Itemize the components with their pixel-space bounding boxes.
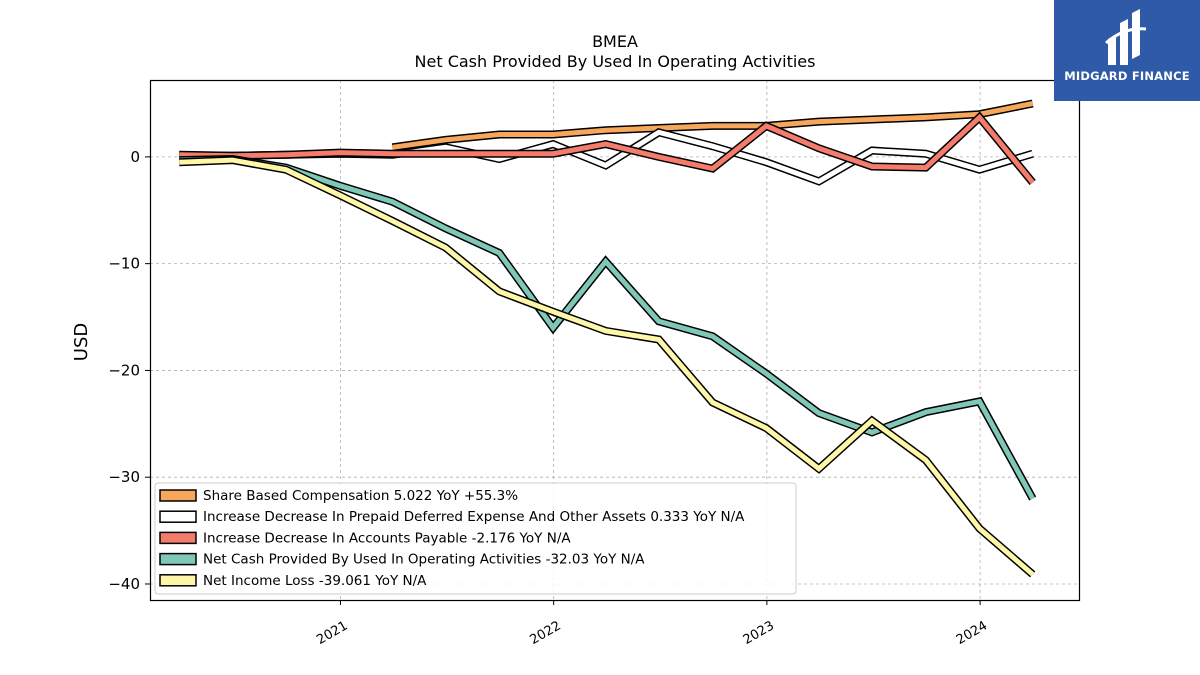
legend-swatch <box>159 510 197 523</box>
legend-entry-label: Net Income Loss -39.061 YoY N/A <box>203 573 427 589</box>
legend-swatch <box>159 574 197 587</box>
y-tick-label: −40 <box>108 575 140 593</box>
legend-entry-label: Net Cash Provided By Used In Operating A… <box>203 552 645 568</box>
x-tick-label: 2024 <box>954 618 990 648</box>
chart-subtitle: Net Cash Provided By Used In Operating A… <box>415 52 816 71</box>
x-tick-label: 2022 <box>528 618 564 648</box>
y-tick-label: −10 <box>108 255 140 273</box>
brand-logo-text: MIDGARD FINANCE <box>1064 69 1190 83</box>
legend-entry-label: Increase Decrease In Prepaid Deferred Ex… <box>203 509 745 525</box>
legend: Share Based Compensation 5.022 YoY +55.3… <box>154 482 797 595</box>
series-increase-decrease-in-accounts-payable-line <box>179 113 1035 185</box>
legend-swatch <box>159 489 197 502</box>
legend-swatch <box>159 531 197 545</box>
y-axis-label: USD <box>71 323 92 361</box>
legend-entry-label: Increase Decrease In Accounts Payable -2… <box>203 530 571 546</box>
legend-box <box>154 482 797 595</box>
series-share-based-compensation-line <box>392 101 1034 150</box>
brand-logo: MIDGARD FINANCE <box>1054 0 1200 101</box>
y-tick-label: −20 <box>108 361 140 379</box>
x-tick-label: 2021 <box>314 618 350 648</box>
series-net-income-loss-line <box>179 157 1035 577</box>
chart-title: BMEA <box>592 32 638 51</box>
plot-frame <box>149 79 1081 602</box>
legend-entry-label: Share Based Compensation 5.022 YoY +55.3… <box>203 488 518 504</box>
x-tick-label: 2023 <box>741 618 777 648</box>
legend-swatch <box>159 552 197 566</box>
logo-mark-icon <box>1105 9 1147 65</box>
series-net-cash-provided-by-used-in-operating-activities-line <box>179 156 1035 500</box>
series-lines <box>179 99 1037 578</box>
y-tick-label: 0 <box>130 148 140 166</box>
y-tick-label: −30 <box>108 468 140 486</box>
